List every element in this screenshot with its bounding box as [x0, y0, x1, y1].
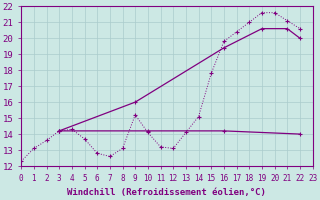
X-axis label: Windchill (Refroidissement éolien,°C): Windchill (Refroidissement éolien,°C): [68, 188, 266, 197]
